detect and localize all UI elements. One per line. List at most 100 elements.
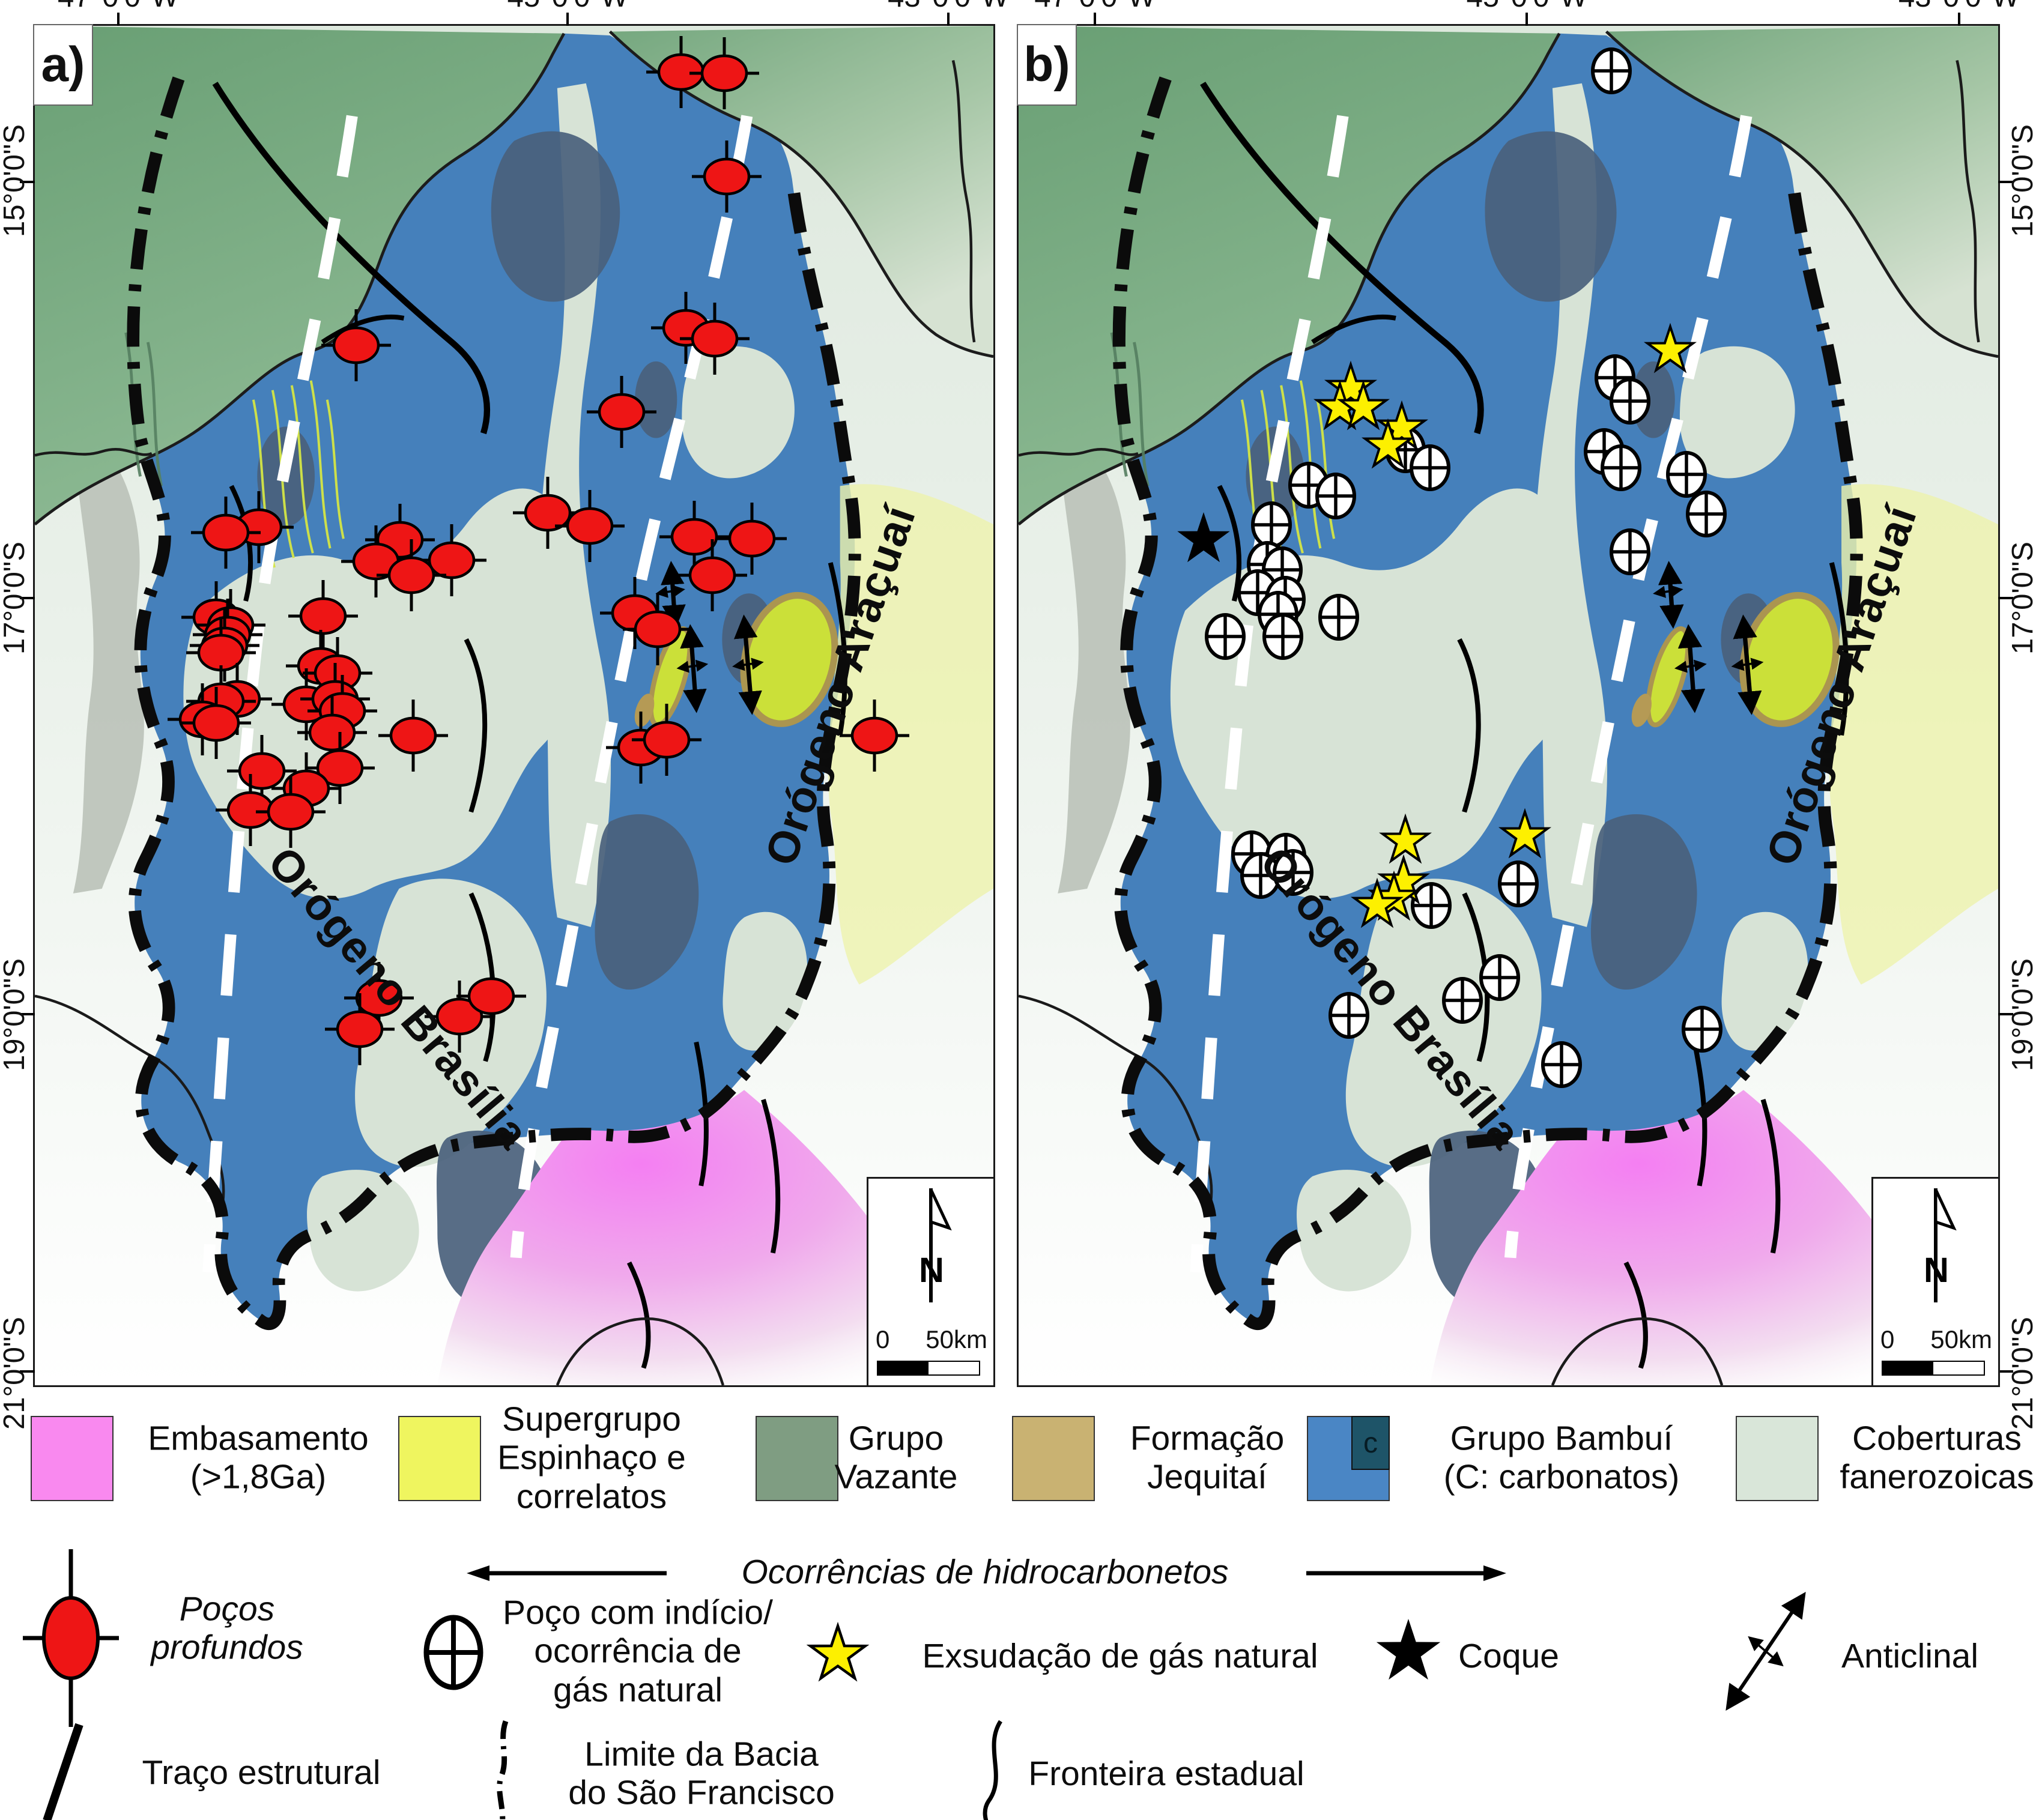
gas-well-marker [1587,44,1635,97]
scale-box: N 0 50km [867,1177,995,1387]
deep-well-marker [286,578,360,654]
longitude-tick [1957,13,1960,26]
longitude-label: 47°0'0"W [1034,0,1156,14]
deep-well-marker [189,495,263,570]
coque-star [1171,507,1237,573]
longitude-tick [566,13,569,26]
gas-seep-star [1374,810,1437,872]
gas-well-marker [1678,1003,1726,1056]
gas-well-marker [1476,951,1524,1004]
gas-well-marker [1259,610,1307,663]
longitude-label: 43°0'0"W [888,0,1009,14]
gas-well-marker [1201,610,1249,663]
gas-well-marker [1315,591,1363,644]
legend-label-coque: Coque [1458,1636,1559,1675]
deep-well-icon [17,1545,125,1731]
anticline-icon [1700,1579,1832,1723]
svg-text:N: N [919,1251,944,1290]
scale-box: N 0 50km [1871,1177,2000,1387]
marker-layer-a [35,26,993,1385]
deep-well-marker [295,695,369,770]
legend-label-gas-seep: Exsudação de gás natural [922,1636,1318,1675]
latitude-tick [20,181,35,184]
deep-well-marker [677,301,752,376]
deep-well-marker [303,730,377,806]
gas-seep-star-icon [802,1619,874,1691]
legend-label-anticline: Anticlinal [1841,1636,1979,1675]
latitude-label-right: 17°0'0"S [2007,541,2039,655]
legend-label-coberturas: Coberturas fanerozoicas [1840,1419,2034,1496]
deep-well-marker [553,488,627,564]
gas-well-marker [1662,448,1710,501]
structural-trace-icon [43,1723,83,1820]
gas-well-marker [1606,375,1654,428]
deep-well-marker [715,501,789,576]
legend-swatch-coberturas [1736,1416,1819,1501]
gas-well-marker [1538,1038,1586,1091]
legend-label-hydrocarbons: Ocorrências de hidrocarbonetos [741,1552,1229,1591]
latitude-label-left: 15°0'0"S [0,124,31,238]
legend-label-vazante: Grupo Vazante [834,1419,958,1496]
legend-label-espinhaco: Supergrupo Espinhaço e correlatos [497,1400,686,1516]
map-panel-b: Orógeno Brasília Orógeno Araçuaí b) N 0 … [1017,0,2020,1387]
deep-well-marker [620,591,695,667]
latitude-label-right: 21°0'0"S [2007,1317,2039,1430]
hydrocarbon-right-arrow-icon [1306,1565,1506,1581]
latitude-tick [1998,1012,2013,1015]
gas-seep-star [1639,319,1701,382]
scale-zero: 0 [1880,1325,1895,1353]
deep-well-marker [323,991,397,1067]
legend-label-gas-well: Poço com indício/ ocorrência de gás natu… [503,1593,773,1710]
gas-seep-star [1346,874,1408,937]
legend-swatch-jequitai [1012,1416,1095,1501]
legend-swatch-espinhaco [398,1416,481,1501]
hydrocarbon-left-arrow-icon [467,1565,667,1581]
deep-well-marker [374,537,449,613]
longitude-label: 47°0'0"W [58,0,179,14]
deep-well-marker [253,774,328,850]
legend-label-deep-wells: Poços profundos [151,1589,303,1667]
latitude-tick [1998,597,2013,600]
latitude-tick [1998,1370,2013,1373]
longitude-tick [1525,13,1528,26]
deep-well-marker [179,685,253,761]
deep-well-marker [837,698,912,773]
north-arrow-icon: N [919,1188,952,1302]
gas-well-icon [414,1607,492,1698]
legend-label-bambui: Grupo Bambuí (C: carbonatos) [1443,1419,1680,1496]
gas-seep-star [1319,357,1382,420]
legend-label-state-border: Fronteira estadual [1028,1754,1304,1793]
legend-label-jequitai: Formação Jequitaí [1130,1419,1285,1496]
deep-well-marker [584,374,659,450]
latitude-label-right: 15°0'0"S [2007,124,2039,238]
gas-well-marker [1606,525,1654,578]
gas-well-marker [1312,470,1360,522]
longitude-label: 43°0'0"W [1898,0,2020,14]
scale-distance: 50km [1930,1325,1992,1353]
latitude-label-left: 21°0'0"S [0,1317,31,1430]
legend: Embasamento (>1,8Ga) Supergrupo Espinhaç… [0,1388,2039,1820]
legend-swatch-vazante [756,1416,838,1501]
gas-well-marker [1325,989,1373,1042]
map-panel-a: Orógeno Brasília Orógeno Araçuaí a) N 0 … [20,0,1009,1387]
gas-well-marker [1494,857,1542,910]
panel-label: b) [1017,24,1077,106]
latitude-label-left: 19°0'0"S [0,958,31,1072]
longitude-tick [117,13,120,26]
legend-swatch-bambui: c [1307,1416,1390,1501]
deep-well-marker [414,522,489,598]
gas-well-marker [1682,488,1730,540]
scale-bar [877,1361,980,1376]
deep-well-marker [629,702,704,778]
gas-well-marker [1407,879,1455,932]
coque-star-icon [1369,1613,1447,1692]
latitude-tick [20,597,35,600]
gas-well-marker [1438,974,1486,1027]
latitude-tick [20,1370,35,1373]
latitude-tick [1998,181,2013,184]
deep-well-marker [376,698,450,773]
longitude-tick [947,13,950,26]
gas-seep-star [1357,415,1419,477]
legend-label-embasamento: Embasamento (>1,8Ga) [148,1419,369,1496]
